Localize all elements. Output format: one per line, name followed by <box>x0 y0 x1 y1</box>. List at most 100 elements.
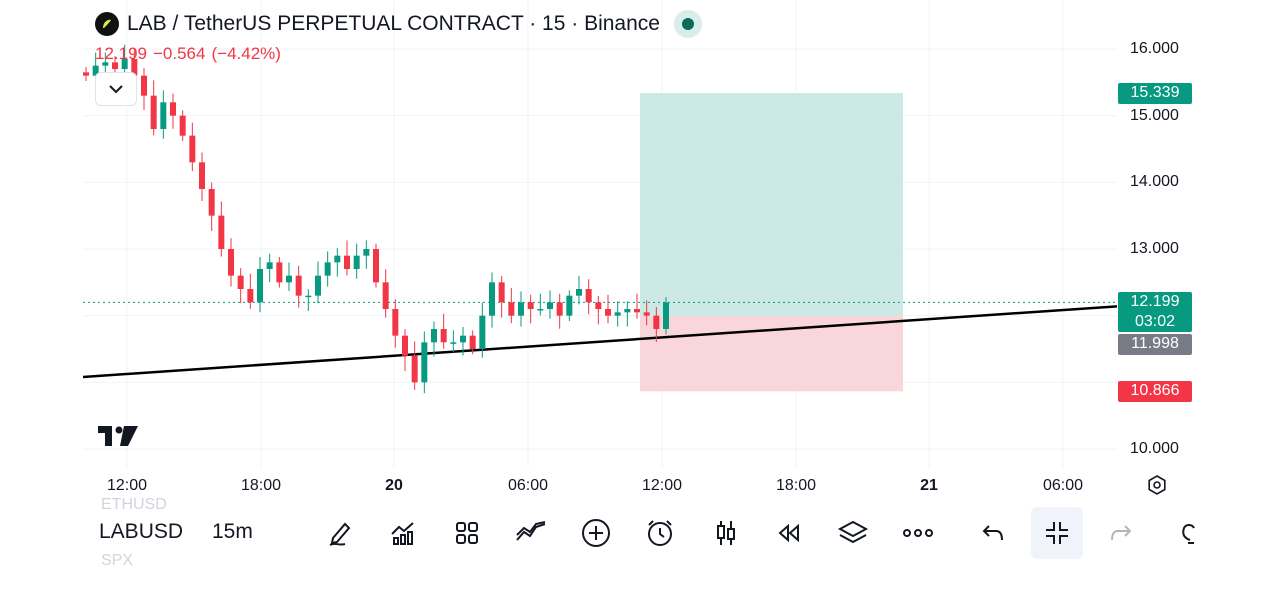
candle <box>469 335 476 349</box>
candle <box>228 249 234 276</box>
candle <box>150 95 157 129</box>
candle <box>566 295 573 316</box>
candle <box>141 75 147 96</box>
candle <box>547 302 553 309</box>
market-status-icon[interactable] <box>673 10 702 38</box>
candle <box>498 282 505 303</box>
chart-header: LAB / TetherUS PERPETUAL CONTRACT · 15 ·… <box>95 10 702 38</box>
candle <box>160 102 167 129</box>
candle <box>556 302 563 316</box>
candle <box>373 249 379 283</box>
symbol-title[interactable]: LAB / TetherUS PERPETUAL CONTRACT · 15 ·… <box>127 12 660 35</box>
timeframe-selector[interactable]: 15m <box>212 520 253 543</box>
candle <box>363 249 370 256</box>
collapse-icon[interactable] <box>1031 507 1083 559</box>
idea-icon[interactable] <box>1168 514 1198 552</box>
last-price-value: 12.199 <box>1130 293 1180 310</box>
candle <box>382 282 389 309</box>
candle <box>189 135 196 163</box>
candle <box>440 329 447 343</box>
candle <box>92 65 99 76</box>
x-tick: 21 <box>920 477 938 494</box>
alert-icon[interactable] <box>641 514 679 552</box>
tradingview-logo <box>98 426 140 451</box>
layout-icon[interactable] <box>448 514 486 552</box>
candle <box>208 189 215 216</box>
indicators-icon[interactable] <box>384 514 422 552</box>
candle <box>614 312 621 316</box>
candle <box>460 335 466 343</box>
stop-loss-tag[interactable]: 10.866 <box>1118 381 1192 402</box>
candle-countdown: 03:02 <box>1134 313 1176 330</box>
candle <box>411 355 418 383</box>
candle <box>421 342 428 383</box>
candle <box>83 72 89 76</box>
y-tick: 15.000 <box>1130 107 1179 124</box>
settings-icon[interactable] <box>1146 474 1168 501</box>
candle <box>392 309 399 336</box>
x-tick: 18:00 <box>240 477 282 494</box>
y-tick: 10.000 <box>1130 440 1179 457</box>
x-tick: 12:00 <box>641 477 683 494</box>
undo-icon[interactable] <box>974 514 1012 552</box>
candle <box>653 315 660 329</box>
candle <box>199 162 205 189</box>
price-chart[interactable] <box>0 0 1280 500</box>
candle <box>537 309 544 311</box>
lab-logo-icon <box>95 12 119 36</box>
x-tick: 18:00 <box>775 477 817 494</box>
candle <box>518 302 524 316</box>
y-tick: 16.000 <box>1130 40 1179 57</box>
candle <box>131 59 138 76</box>
trendline[interactable] <box>82 305 1118 379</box>
legend-collapse-button[interactable] <box>95 72 137 106</box>
candle <box>605 309 611 316</box>
candle <box>585 289 592 303</box>
x-tick: 20 <box>385 477 403 494</box>
more-icon[interactable] <box>899 514 937 552</box>
y-tick: 13.000 <box>1130 240 1179 257</box>
candle <box>576 289 582 296</box>
y-tick: 14.000 <box>1130 173 1179 190</box>
entry-price-tag[interactable]: 11.998 <box>1118 334 1192 355</box>
candle <box>489 282 495 316</box>
candle <box>450 342 457 344</box>
change-percent: (−4.42%) <box>211 44 281 63</box>
last-price-tag: 12.199 03:02 <box>1118 292 1192 332</box>
symbol-selector[interactable]: LABUSD <box>99 520 184 543</box>
candle <box>112 62 118 69</box>
compare-icon[interactable] <box>512 514 550 552</box>
layers-icon[interactable] <box>834 514 872 552</box>
add-icon[interactable] <box>577 514 615 552</box>
x-tick: 12:00 <box>106 477 148 494</box>
candle <box>527 302 534 309</box>
candle <box>276 262 283 283</box>
symbol-prev[interactable]: ETHUSD <box>101 496 167 513</box>
candle <box>102 62 109 66</box>
price-change: 12.199 −0.564 (−4.42%) <box>95 44 287 64</box>
candle <box>286 275 292 283</box>
pen-icon[interactable] <box>321 514 359 552</box>
candles <box>83 44 669 394</box>
candle <box>237 275 244 289</box>
take-profit-tag[interactable]: 15.339 <box>1118 83 1192 104</box>
replay-icon[interactable] <box>770 514 808 552</box>
change-value: −0.564 <box>153 44 206 63</box>
candle <box>324 262 331 276</box>
chart-grid <box>83 0 1117 468</box>
candle <box>121 59 128 69</box>
redo-icon[interactable] <box>1102 514 1140 552</box>
stop-loss-zone[interactable] <box>640 315 903 392</box>
candles-icon[interactable] <box>707 514 745 552</box>
last-price: 12.199 <box>95 44 147 63</box>
candle <box>344 255 350 269</box>
symbol-next[interactable]: SPX <box>101 552 134 569</box>
candle <box>402 335 408 356</box>
candle <box>247 289 254 303</box>
candle <box>295 275 302 296</box>
x-tick: 06:00 <box>507 477 549 494</box>
candle <box>634 309 640 313</box>
take-profit-zone[interactable] <box>640 93 903 316</box>
candle <box>179 115 186 136</box>
candle <box>353 255 360 269</box>
